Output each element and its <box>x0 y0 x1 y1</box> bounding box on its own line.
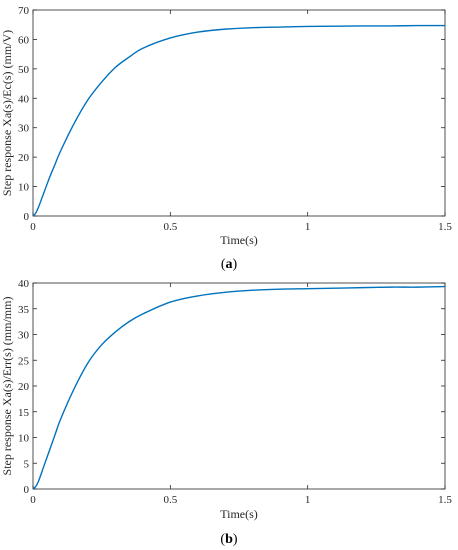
x-axis-label-a: Time(s) <box>220 233 258 247</box>
y-ticks-b: 0 5 10 15 20 25 30 35 40 <box>18 278 445 496</box>
caption-a: (a) <box>221 257 238 272</box>
series-line <box>32 285 446 490</box>
x-tick-label: 1.5 <box>438 221 452 233</box>
series-a <box>32 24 446 217</box>
caption-b-open: ( <box>220 532 225 547</box>
x-tick-label: 0.5 <box>163 494 177 506</box>
series-line <box>32 24 446 217</box>
chart-a: 0 10 20 30 40 50 60 70 0 0.5 1 1.5 Time(s) Step re… <box>0 5 452 272</box>
caption-a-close: ) <box>233 257 238 272</box>
caption-b: (b) <box>220 532 237 547</box>
x-tick-label: 0.5 <box>163 221 177 233</box>
x-tick-label: 1 <box>305 494 311 506</box>
plot-area-a <box>32 9 446 217</box>
y-tick-label: 10 <box>18 182 30 194</box>
y-tick-label: 40 <box>18 93 30 105</box>
caption-b-close: ) <box>233 532 238 547</box>
y-tick-label: 70 <box>18 5 30 17</box>
y-tick-label: 0 <box>24 484 30 496</box>
y-tick-label: 10 <box>18 433 30 445</box>
y-tick-label: 35 <box>18 304 30 316</box>
caption-b-letter: b <box>225 532 233 547</box>
y-tick-label: 20 <box>18 152 30 164</box>
y-tick-label: 15 <box>18 407 30 419</box>
x-ticks-a: 0 0.5 1 1.5 <box>30 10 452 233</box>
x-tick-label: 1 <box>305 221 311 233</box>
y-tick-label: 50 <box>18 64 30 76</box>
x-tick-label: 0 <box>30 221 36 233</box>
caption-a-letter: a <box>226 257 233 272</box>
chart-b: 0 5 10 15 20 25 30 35 40 0 0.5 1 1.5 Time(s) Step r… <box>0 278 452 547</box>
y-tick-label: 30 <box>18 330 30 342</box>
y-axis-label-a: Step response Xa(s)/Ec(s) (mm/V) <box>0 30 14 196</box>
y-tick-label: 25 <box>18 355 30 367</box>
y-axis-label-b: Step response Xa(s)/Err(s) (mm/mm) <box>0 297 14 476</box>
plot-area-b <box>32 282 446 490</box>
x-tick-label: 0 <box>30 494 36 506</box>
y-tick-label: 40 <box>18 278 30 290</box>
x-axis-label-b: Time(s) <box>220 507 258 521</box>
y-tick-label: 30 <box>18 123 30 135</box>
y-tick-label: 0 <box>24 211 30 223</box>
y-tick-label: 60 <box>18 34 30 46</box>
y-tick-label: 20 <box>18 381 30 393</box>
y-ticks-a: 0 10 20 30 40 50 60 70 <box>18 5 445 223</box>
caption-a-open: ( <box>221 257 226 272</box>
x-tick-label: 1.5 <box>438 494 452 506</box>
y-tick-label: 5 <box>24 458 30 470</box>
x-ticks-b: 0 0.5 1 1.5 <box>30 283 452 506</box>
series-b <box>32 285 446 490</box>
